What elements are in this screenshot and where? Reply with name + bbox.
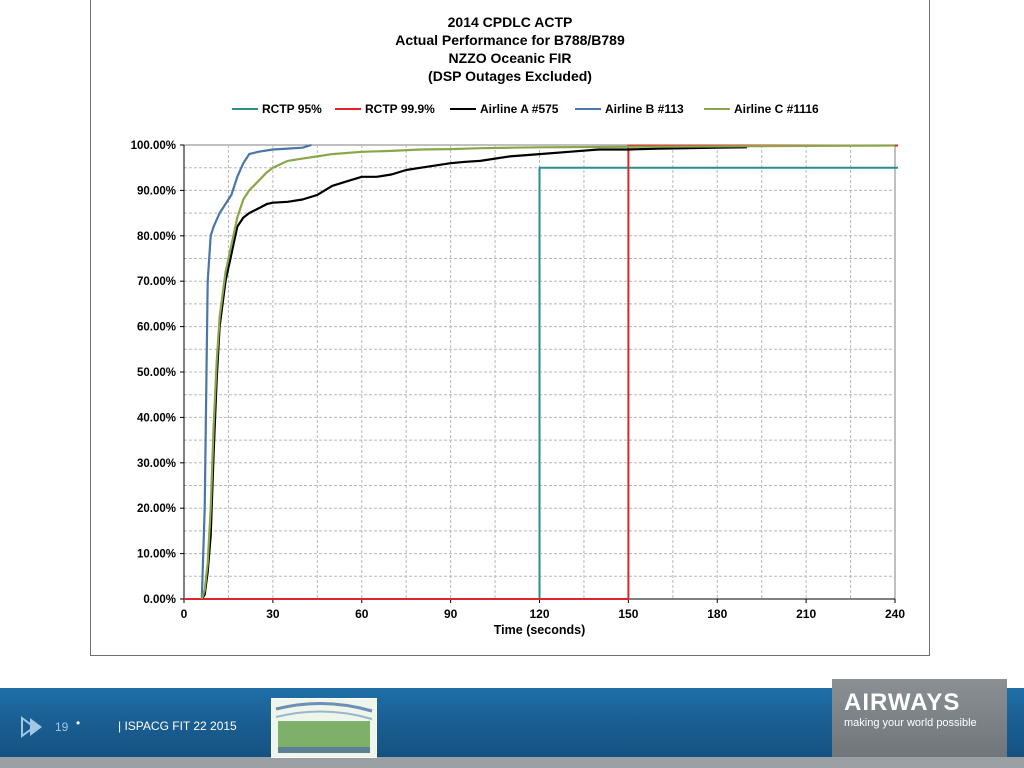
y-tick-label: 70.00% — [137, 276, 176, 288]
x-axis-label: Time (seconds) — [494, 623, 585, 637]
airways-wordmark: AIRWAYS — [844, 689, 961, 716]
legend-swatch-rctp-95 — [232, 108, 258, 110]
legend-label-airline-c: Airline C #1116 — [734, 102, 819, 116]
legend-item-airline-b: Airline B #113 — [575, 101, 684, 117]
x-tick-label: 120 — [529, 607, 549, 621]
x-tick-label: 0 — [181, 607, 188, 621]
legend-swatch-airline-c — [704, 108, 730, 110]
ispacg-logo — [271, 698, 377, 758]
legend-item-airline-a: Airline A #575 — [450, 101, 558, 117]
page-number: 19 — [55, 720, 69, 734]
y-tick-label: 10.00% — [137, 549, 176, 561]
legend-label-rctp-999: RCTP 99.9% — [365, 102, 435, 116]
y-tick-label: 30.00% — [137, 458, 176, 470]
airways-logo: AIRWAYS making your world possible — [832, 679, 1007, 757]
y-tick-label: 80.00% — [137, 231, 176, 243]
legend-label-rctp-95: RCTP 95% — [262, 102, 322, 116]
x-tick-label: 90 — [444, 607, 458, 621]
x-tick-label: 150 — [618, 607, 638, 621]
chart-title-line-3: NZZO Oceanic FIR — [448, 50, 572, 66]
footer-strip — [0, 757, 1024, 768]
chart-title-line-2: Actual Performance for B788/B789 — [395, 32, 625, 48]
airways-tagline: making your world possible — [844, 717, 977, 729]
legend-swatch-airline-a — [450, 108, 476, 110]
y-tick-label: 60.00% — [137, 322, 176, 334]
conference-label: | ISPACG FIT 22 2015 — [118, 719, 237, 733]
x-tick-label: 210 — [796, 607, 816, 621]
chart-title-line-1: 2014 CPDLC ACTP — [447, 14, 573, 30]
y-tick-label: 20.00% — [137, 503, 176, 515]
legend-swatch-airline-b — [575, 108, 601, 110]
chart-plot: 0 30 60 90 120 150 180 210 240 0.00% 10.00% 20.00% 3… — [131, 140, 906, 637]
x-tick-label: 180 — [707, 607, 727, 621]
y-tick-label: 0.00% — [143, 594, 176, 606]
y-tick-label: 50.00% — [137, 367, 176, 379]
x-tick-label: 30 — [266, 607, 280, 621]
legend-item-rctp-95: RCTP 95% — [232, 101, 322, 117]
y-tick-label: 100.00% — [131, 140, 176, 152]
y-tick-label: 90.00% — [137, 185, 176, 197]
x-tick-label: 240 — [885, 607, 905, 621]
legend-label-airline-b: Airline B #113 — [605, 102, 684, 116]
legend-swatch-rctp-999 — [335, 108, 361, 110]
arrow-icon — [21, 716, 42, 738]
series-line-3 — [200, 143, 312, 600]
ispacg-logo-graphic — [275, 702, 373, 753]
legend-item-airline-c: Airline C #1116 — [704, 101, 819, 117]
footer-bullet: • — [76, 716, 81, 730]
chart-title-line-4: (DSP Outages Excluded) — [428, 68, 592, 84]
legend-item-rctp-999: RCTP 99.9% — [335, 101, 435, 117]
x-tick-label: 60 — [355, 607, 369, 621]
legend-label-airline-a: Airline A #575 — [480, 102, 559, 116]
series-line-4 — [200, 144, 896, 600]
y-tick-label: 40.00% — [137, 412, 176, 424]
